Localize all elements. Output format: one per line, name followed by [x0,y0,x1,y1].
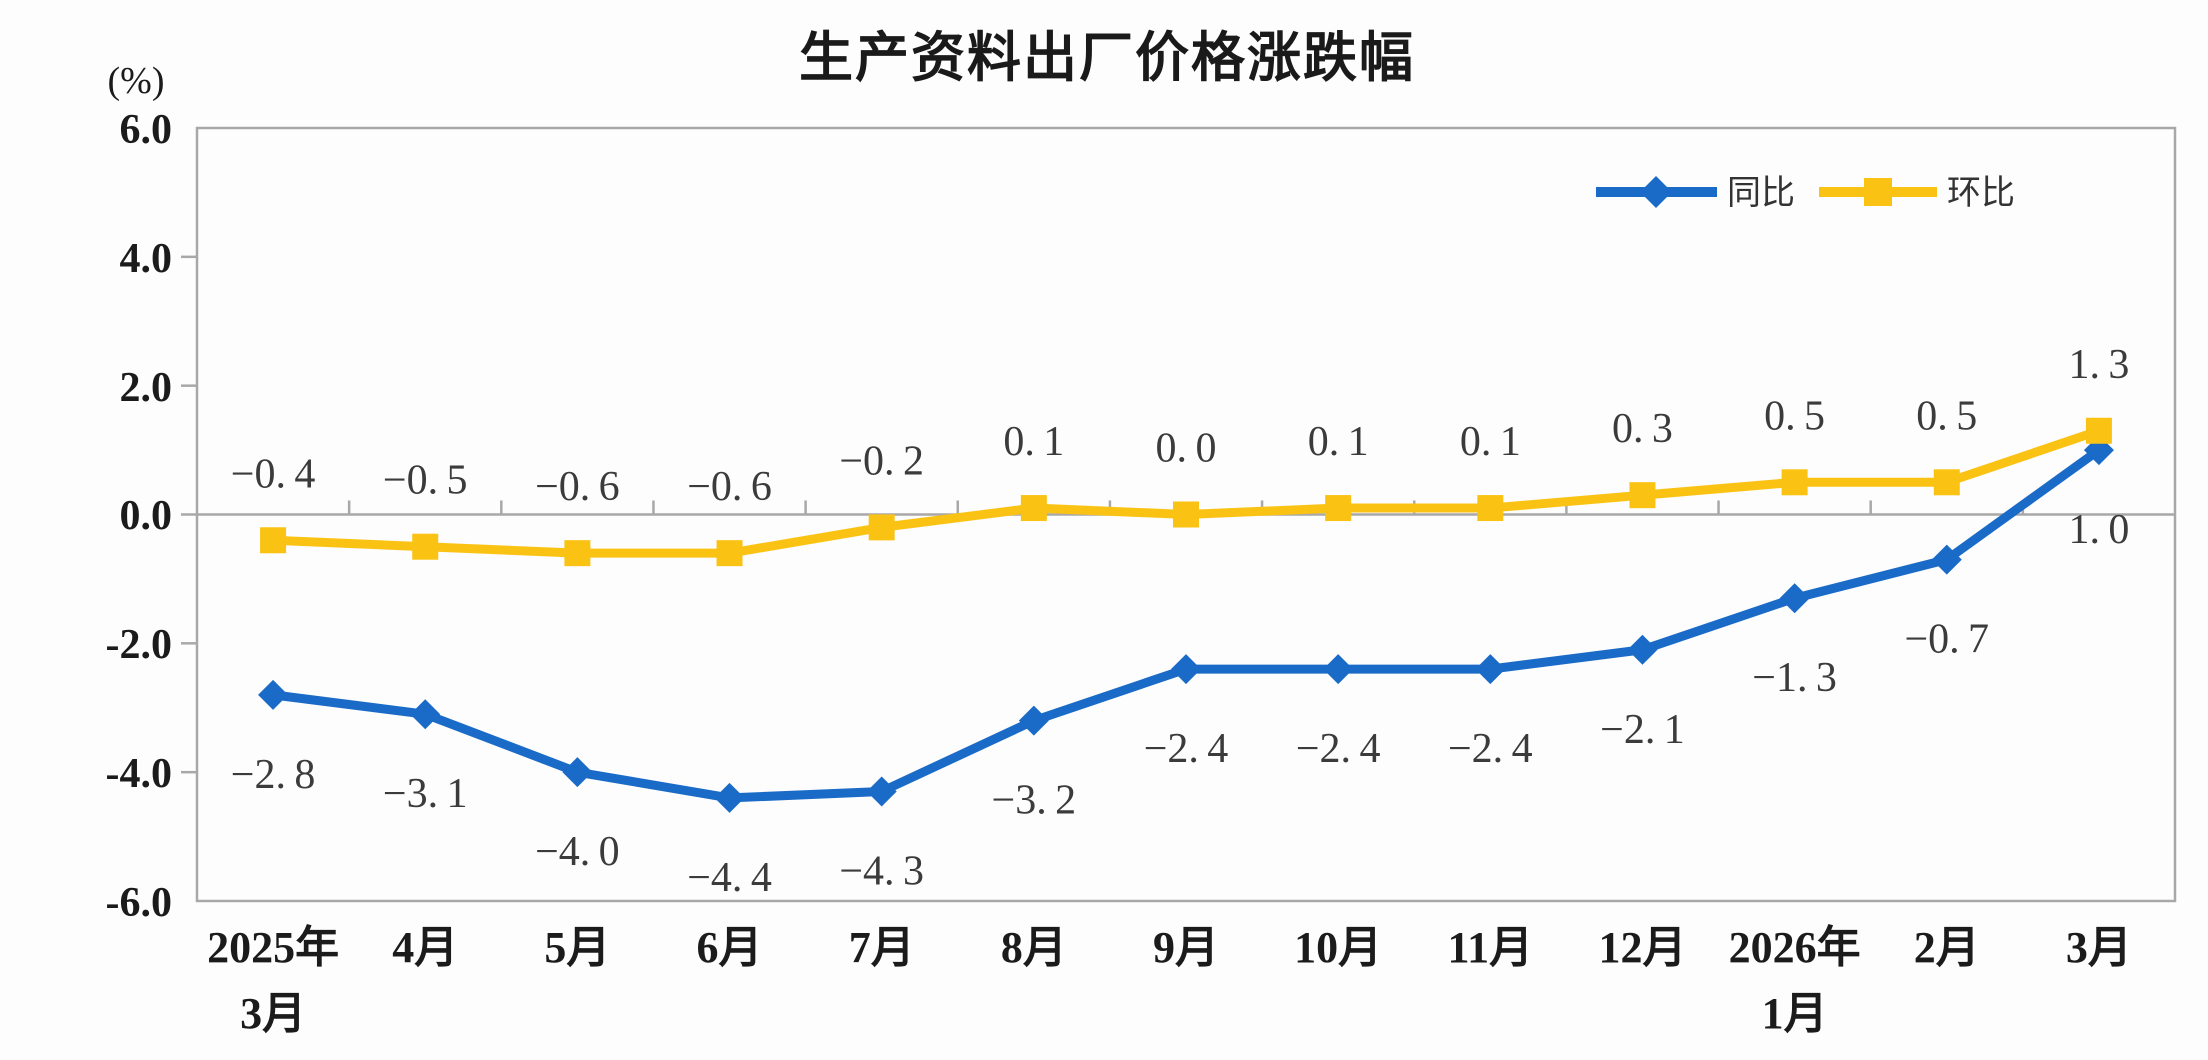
x-tick-label: 8月 [1001,923,1067,972]
legend-label-yoy: 同比 [1727,174,1795,212]
data-label-yoy: −2. 4 [1144,726,1229,772]
x-tick-label: 10月 [1294,923,1382,972]
data-label-yoy: 1. 0 [2068,507,2129,553]
data-label-yoy: −2. 8 [231,752,316,798]
x-tick-label: 12月 [1598,923,1686,972]
data-label-mom: 1. 3 [2068,342,2129,388]
data-label-yoy: −1. 3 [1752,655,1837,701]
x-tick-label: 2025年 [207,923,339,972]
data-label-yoy: −0. 7 [1904,617,1989,663]
data-point-yoy [410,699,441,730]
data-label-mom: 0. 1 [1308,419,1369,465]
data-point-mom [260,527,287,554]
data-label-yoy: −4. 3 [839,848,924,894]
y-tick-label: 4.0 [120,236,173,282]
x-tick-label: 2026年 [1729,923,1861,972]
data-point-yoy [258,679,289,710]
data-label-yoy: −4. 0 [535,829,620,875]
chart-title: 生产资料出厂价格涨跌幅 [799,28,1415,88]
data-point-yoy [866,776,897,807]
x-tick-label: 5月 [544,923,610,972]
data-point-yoy [1627,634,1658,665]
data-point-mom [1325,495,1352,522]
data-label-mom: 0. 0 [1156,426,1217,472]
data-point-yoy [714,782,745,813]
data-point-mom [1629,482,1656,509]
x-tick-label: 9月 [1153,923,1219,972]
data-label-mom: 0. 5 [1916,393,1977,439]
data-point-mom [1020,495,1047,522]
series-layer [258,417,2114,813]
data-point-yoy [562,757,593,788]
data-label-mom: −0. 6 [535,464,620,510]
data-label-mom: −0. 5 [383,458,468,504]
x-tick-label: 3月 [2066,923,2132,972]
x-tick-label: 2月 [1914,923,1980,972]
data-label-yoy: −2. 4 [1448,726,1533,772]
data-label-yoy: −3. 1 [383,771,468,817]
data-point-yoy [1323,654,1354,685]
data-point-yoy [1018,705,1049,736]
data-label-yoy: −4. 4 [687,855,772,901]
data-label-mom: 0. 3 [1612,406,1673,452]
data-point-mom [716,540,743,567]
data-label-yoy: −2. 4 [1296,726,1381,772]
y-tick-label: -4.0 [106,751,173,797]
data-point-mom [1477,495,1504,522]
data-point-mom [1781,469,1808,496]
data-point-mom [1173,501,1199,528]
x-tick-label: 4月 [392,923,458,972]
data-label-mom: −0. 6 [687,464,772,510]
y-tick-label: -2.0 [106,622,173,668]
legend-item-yoy: 同比 [1596,174,1795,212]
y-tick-label: -6.0 [106,880,173,926]
legend: 同比 环比 [1596,174,2015,212]
legend-item-mom: 环比 [1819,174,2015,212]
data-point-yoy [1171,654,1201,685]
data-point-mom [868,514,895,541]
data-label-mom: 0. 1 [1003,419,1064,465]
legend-square-marker-mom [1864,178,1892,206]
legend-label-mom: 环比 [1947,174,2015,212]
data-label-mom: −0. 2 [839,438,924,484]
data-point-mom [2085,417,2112,444]
data-point-mom [564,540,591,567]
y-tick-label: 0.0 [120,493,173,539]
data-label-yoy: −3. 2 [992,778,1077,824]
y-axis-unit-label: (%) [108,60,165,102]
labels-layer: 2025年 3月 4月 5月 6月 7月 8月 9月 10月 11月 12月 2026年 1月 2月 3月 −… [207,342,2132,1038]
data-label-mom: −0. 4 [231,451,316,497]
y-tick-label: 2.0 [120,365,173,411]
data-point-yoy [1931,544,1962,575]
x-tick-label: 1月 [1762,989,1828,1038]
x-tick-label: 3月 [240,989,306,1038]
data-point-yoy [1475,654,1506,685]
data-label-mom: 0. 5 [1764,393,1825,439]
static-text: 生产资料出厂价格涨跌幅 (%) 6.0 4.0 2.0 0.0 -2.0 -4.… [106,28,2016,926]
x-tick-label: 6月 [697,923,763,972]
y-tick-label: 6.0 [120,107,173,153]
legend-diamond-marker-yoy [1640,176,1672,208]
data-label-yoy: −2. 1 [1600,707,1685,753]
data-point-mom [1933,469,1960,496]
x-tick-label: 7月 [849,923,915,972]
x-tick-label: 11月 [1448,923,1534,972]
data-point-mom [412,533,439,560]
data-point-yoy [1779,583,1810,614]
data-label-mom: 0. 1 [1460,419,1521,465]
